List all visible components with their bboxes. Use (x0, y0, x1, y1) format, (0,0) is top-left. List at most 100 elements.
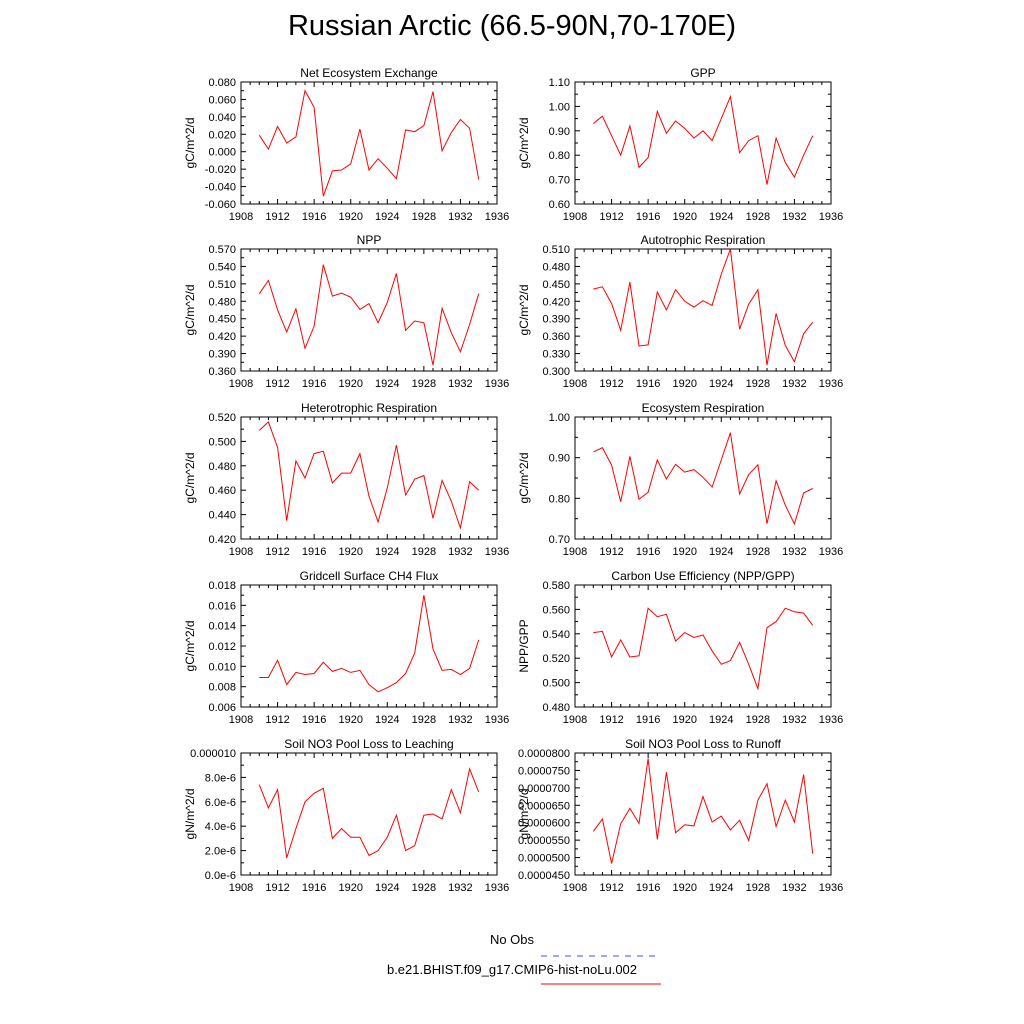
x-tick-label: 1916 (302, 211, 326, 223)
y-tick-label: 2.0e-6 (205, 846, 236, 858)
y-tick-label: 0.0000500 (518, 853, 570, 865)
y-tick-label: 0.570 (208, 244, 236, 256)
x-tick-label: 1936 (819, 714, 843, 726)
panel-title: Net Ecosystem Exchange (300, 66, 438, 80)
plot-frame (240, 584, 498, 708)
y-tick-label: 0.480 (208, 461, 236, 473)
y-tick-label: 0.90 (549, 126, 570, 138)
y-tick-label: 0.480 (208, 296, 236, 308)
y-tick-label: 0.60 (549, 199, 570, 211)
chart-panels: Net Ecosystem Exchange gC/m^2/d 1908 1912 19… (183, 66, 843, 894)
y-tick-label: 0.460 (208, 485, 236, 497)
chart-panel: Carbon Use Efficiency (NPP/GPP) NPP/GPP 19… (517, 569, 843, 726)
y-tick-label: 0.000 (208, 147, 236, 159)
x-tick-label: 1928 (412, 882, 436, 894)
y-tick-label: 0.540 (542, 629, 570, 641)
y-axis-label: gC/m^2/d (183, 453, 197, 504)
panel-title: Ecosystem Respiration (642, 401, 765, 415)
plot-frame (574, 81, 832, 205)
panel-title: Heterotrophic Respiration (301, 401, 437, 415)
y-tick-label: 0.90 (549, 453, 570, 465)
y-tick-label: 0.560 (542, 604, 570, 616)
chart-panel: Gridcell Surface CH4 Flux gC/m^2/d 1908 191… (183, 569, 509, 726)
y-tick-label: 0.390 (208, 349, 236, 361)
panel-title: Soil NO3 Pool Loss to Runoff (625, 737, 782, 751)
legend-case-label: b.e21.BHIST.f09_g17.CMIP6-hist-noLu.002 (386, 962, 638, 977)
plot-frame (240, 248, 498, 372)
chart-panel: GPP gC/m^2/d 1908 1912 1916 1920 1924 1928 1932 1… (517, 66, 843, 223)
y-tick-label: 0.440 (208, 510, 236, 522)
y-tick-label: 0.012 (208, 641, 236, 653)
x-tick-label: 1924 (375, 546, 399, 558)
y-tick-label: 0.0000450 (518, 870, 570, 882)
x-tick-label: 1912 (265, 211, 289, 223)
x-tick-label: 1932 (782, 714, 806, 726)
x-tick-label: 1908 (563, 714, 587, 726)
x-tick-label: 1912 (599, 882, 623, 894)
y-tick-label: 0.018 (208, 580, 236, 592)
y-tick-label: 0.450 (542, 279, 570, 291)
y-tick-label: 0.420 (208, 534, 236, 546)
y-tick-label: 0.020 (208, 129, 236, 141)
y-tick-label: 0.80 (549, 493, 570, 505)
y-tick-label: 0.080 (208, 77, 236, 89)
y-tick-label: 0.040 (208, 112, 236, 124)
x-tick-label: 1924 (709, 211, 733, 223)
y-tick-label: 0.520 (208, 412, 236, 424)
x-tick-label: 1912 (599, 211, 623, 223)
y-axis-label: gN/m^2/d (517, 789, 531, 840)
y-tick-label: 0.480 (542, 702, 570, 714)
legend-obs-label: No Obs (489, 932, 535, 947)
x-tick-label: 1916 (636, 211, 660, 223)
y-tick-label: 0.390 (542, 314, 570, 326)
x-tick-label: 1928 (412, 378, 436, 390)
y-tick-label: 0.520 (542, 653, 570, 665)
x-tick-label: 1936 (819, 546, 843, 558)
y-tick-label: 0.060 (208, 94, 236, 106)
x-tick-label: 1916 (636, 714, 660, 726)
x-tick-label: 1916 (302, 546, 326, 558)
y-tick-label: 0.330 (542, 349, 570, 361)
y-axis-label: gC/m^2/d (183, 621, 197, 672)
y-tick-label: 0.0000600 (518, 818, 570, 830)
x-tick-label: 1912 (265, 378, 289, 390)
x-tick-label: 1924 (709, 378, 733, 390)
y-tick-label: 6.0e-6 (205, 797, 236, 809)
panel-title: Autotrophic Respiration (641, 233, 766, 247)
panel-title: NPP (357, 233, 382, 247)
y-tick-label: 0.480 (542, 261, 570, 273)
x-tick-label: 1928 (746, 546, 770, 558)
x-tick-label: 1916 (636, 546, 660, 558)
x-tick-label: 1908 (563, 546, 587, 558)
plot-frame (574, 584, 832, 708)
x-tick-label: 1912 (265, 546, 289, 558)
x-tick-label: 1928 (746, 378, 770, 390)
x-tick-label: 1908 (563, 211, 587, 223)
panel-title: GPP (690, 66, 715, 80)
series-line (258, 421, 480, 530)
x-tick-label: 1916 (302, 882, 326, 894)
y-tick-label: 0.70 (549, 175, 570, 187)
panel-title: Soil NO3 Pool Loss to Leaching (284, 737, 453, 751)
y-tick-label: 0.450 (208, 314, 236, 326)
x-tick-label: 1924 (709, 882, 733, 894)
y-tick-label: 0.500 (542, 678, 570, 690)
x-tick-label: 1908 (229, 378, 253, 390)
series-line (593, 432, 813, 526)
y-tick-label: 0.0000650 (518, 800, 570, 812)
panel-title: Carbon Use Efficiency (NPP/GPP) (611, 569, 794, 583)
x-tick-label: 1932 (448, 714, 472, 726)
series-line (593, 248, 814, 366)
y-tick-label: 0.420 (208, 331, 236, 343)
y-axis-label: gC/m^2/d (517, 285, 531, 336)
y-tick-label: 0.0000750 (518, 765, 570, 777)
x-tick-label: 1928 (746, 714, 770, 726)
x-tick-label: 1916 (636, 378, 660, 390)
chart-panel: Ecosystem Respiration gC/m^2/d 1908 1912 191… (517, 401, 843, 558)
x-tick-label: 1924 (709, 714, 733, 726)
x-tick-label: 1924 (375, 378, 399, 390)
y-tick-label: 0.510 (542, 244, 570, 256)
x-tick-label: 1920 (672, 546, 696, 558)
x-tick-label: 1932 (782, 546, 806, 558)
y-tick-label: -0.060 (205, 199, 236, 211)
